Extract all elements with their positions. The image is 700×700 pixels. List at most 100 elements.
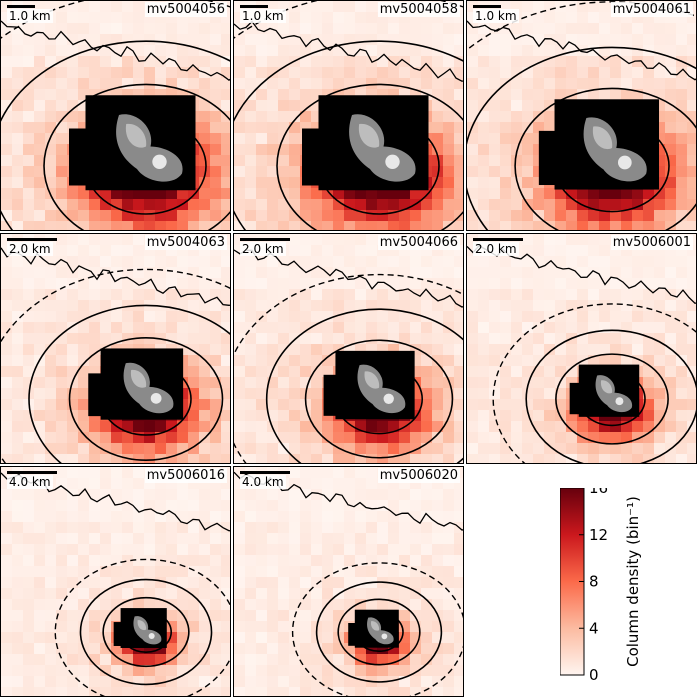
density-cell [23,676,34,687]
density-cell [300,300,311,311]
density-cell [155,687,166,696]
density-cell [322,511,333,522]
density-cell [522,210,533,221]
density-cell [67,199,78,210]
density-cell [111,654,122,665]
density-cell [111,676,122,687]
density-cell [566,67,577,78]
density-cell [67,599,78,610]
density-cell [443,256,454,267]
density-cell [388,199,399,210]
density-cell [566,410,577,421]
density-cell [454,610,463,621]
density-cell [676,34,687,45]
scale-bar-line [473,238,523,241]
density-cell [100,478,111,489]
density-cell [34,377,45,388]
density-cell [366,555,377,566]
density-cell [234,478,245,489]
density-cell [432,177,443,188]
density-cell [234,133,245,144]
density-cell [511,432,522,443]
density-cell [267,632,278,643]
density-cell [210,511,221,522]
density-cell [555,333,566,344]
density-cell [311,478,322,489]
density-cell [300,421,311,432]
density-cell [443,533,454,544]
density-cell [12,632,23,643]
density-cell [454,210,463,221]
density-cell [234,467,245,478]
scale-bar-line [240,5,268,8]
density-cell [643,188,654,199]
density-cell [45,544,56,555]
density-cell [599,23,610,34]
density-cell [234,654,245,665]
density-cell [399,522,410,533]
density-cell [210,599,221,610]
density-cell [311,355,322,366]
density-cell [566,256,577,267]
density-cell [599,89,610,100]
density-cell [654,443,665,454]
density-cell [89,210,100,221]
density-cell [588,322,599,333]
density-cell [522,155,533,166]
density-cell [210,665,221,676]
density-cell [643,56,654,67]
density-cell [311,577,322,588]
density-cell [267,399,278,410]
density-cell [489,421,500,432]
density-cell [443,511,454,522]
density-cell [588,23,599,34]
density-cell [421,478,432,489]
density-cell [56,511,67,522]
density-cell [111,234,122,245]
density-cell [511,333,522,344]
density-cell [300,443,311,454]
density-cell [443,654,454,665]
density-cell [67,355,78,366]
density-cell [366,221,377,230]
density-cell [654,344,665,355]
density-cell [289,421,300,432]
density-cell [256,355,267,366]
density-cell [100,234,111,245]
density-cell [676,344,687,355]
density-cell [177,533,188,544]
density-cell [45,410,56,421]
density-cell [245,344,256,355]
density-cell [23,311,34,322]
density-cell [144,643,155,654]
density-cell [45,454,56,463]
density-cell [643,355,654,366]
density-cell [522,166,533,177]
density-cell [377,421,388,432]
density-cell [1,210,12,221]
density-cell [588,89,599,100]
density-cell [1,234,12,245]
density-cell [188,489,199,500]
density-cell [1,333,12,344]
density-cell [610,23,621,34]
density-cell [188,632,199,643]
density-cell [89,56,100,67]
density-cell [300,555,311,566]
density-cell [355,221,366,230]
density-cell [454,377,463,388]
density-cell [177,588,188,599]
density-cell [89,333,100,344]
density-cell [454,256,463,267]
density-cell [210,621,221,632]
density-cell [289,566,300,577]
density-cell [478,210,489,221]
density-cell [500,388,511,399]
density-cell [322,621,333,632]
density-cell [267,388,278,399]
density-cell [322,687,333,696]
density-cell [388,500,399,511]
density-cell [267,311,278,322]
density-cell [555,399,566,410]
density-cell [454,500,463,511]
